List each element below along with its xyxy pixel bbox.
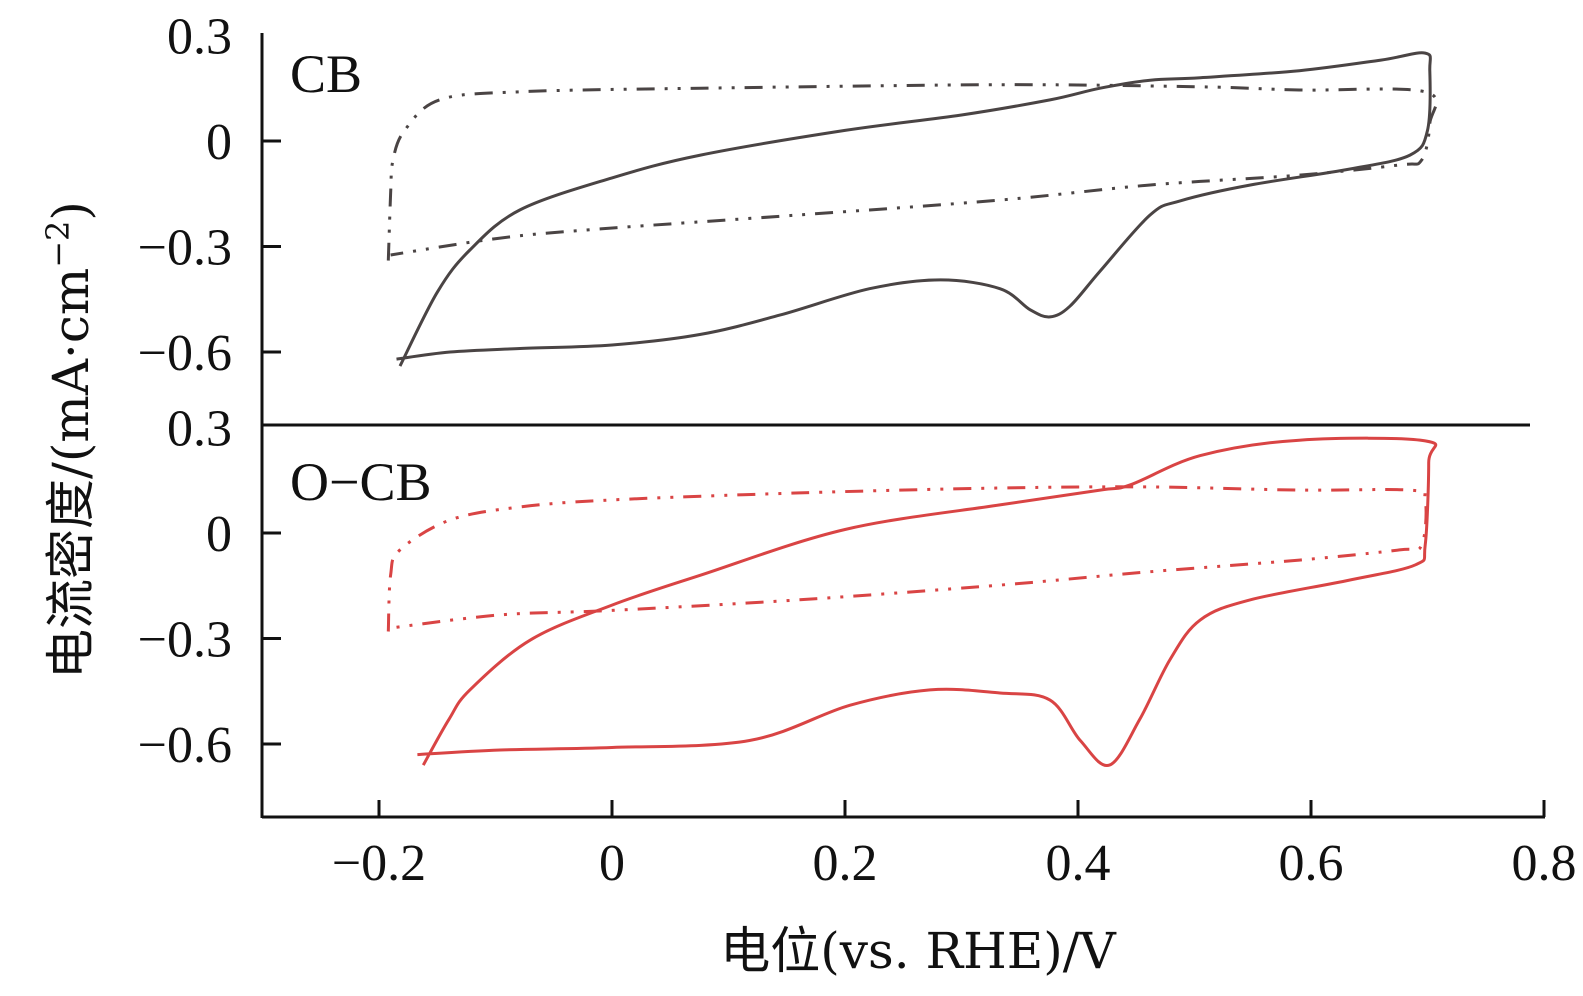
y-tick-label: −0.3 (138, 612, 232, 669)
panel-1 (386, 436, 1438, 767)
y-tick-label: 0 (206, 506, 232, 563)
y-axis-title-main: 电流密度/(mA·cm (42, 268, 100, 679)
y-axis-title: 电流密度/(mA·cm−2) (39, 201, 100, 679)
y-axis-title-close: ) (42, 201, 100, 221)
y-tick-label: 0.3 (167, 400, 232, 457)
y-tick-label: −0.3 (138, 220, 232, 277)
x-tick-label: 0.2 (813, 835, 878, 892)
panel-label-cb: CB (290, 44, 362, 104)
x-tick-label: −0.2 (332, 835, 426, 892)
series-line-dashdot (386, 83, 1438, 261)
y-tick-label: 0.3 (167, 8, 232, 65)
y-tick-label: −0.6 (138, 325, 232, 382)
series-line-dashdot (386, 485, 1428, 632)
x-tick-label: 0.6 (1279, 835, 1344, 892)
series-line-solid (396, 51, 1432, 367)
series-line-solid (417, 436, 1438, 767)
x-axis-title: 电位(vs. RHE)/V (720, 922, 1116, 980)
y-tick-label: −0.6 (138, 717, 232, 774)
x-tick-label: 0 (599, 835, 625, 892)
y-axis-title-sup: −2 (39, 221, 77, 268)
y-tick-label: 0 (206, 114, 232, 171)
panel-0 (386, 51, 1438, 367)
x-tick-label: 0.8 (1512, 835, 1577, 892)
panel-label-ocb: O−CB (290, 452, 432, 512)
x-tick-label: 0.4 (1046, 835, 1111, 892)
